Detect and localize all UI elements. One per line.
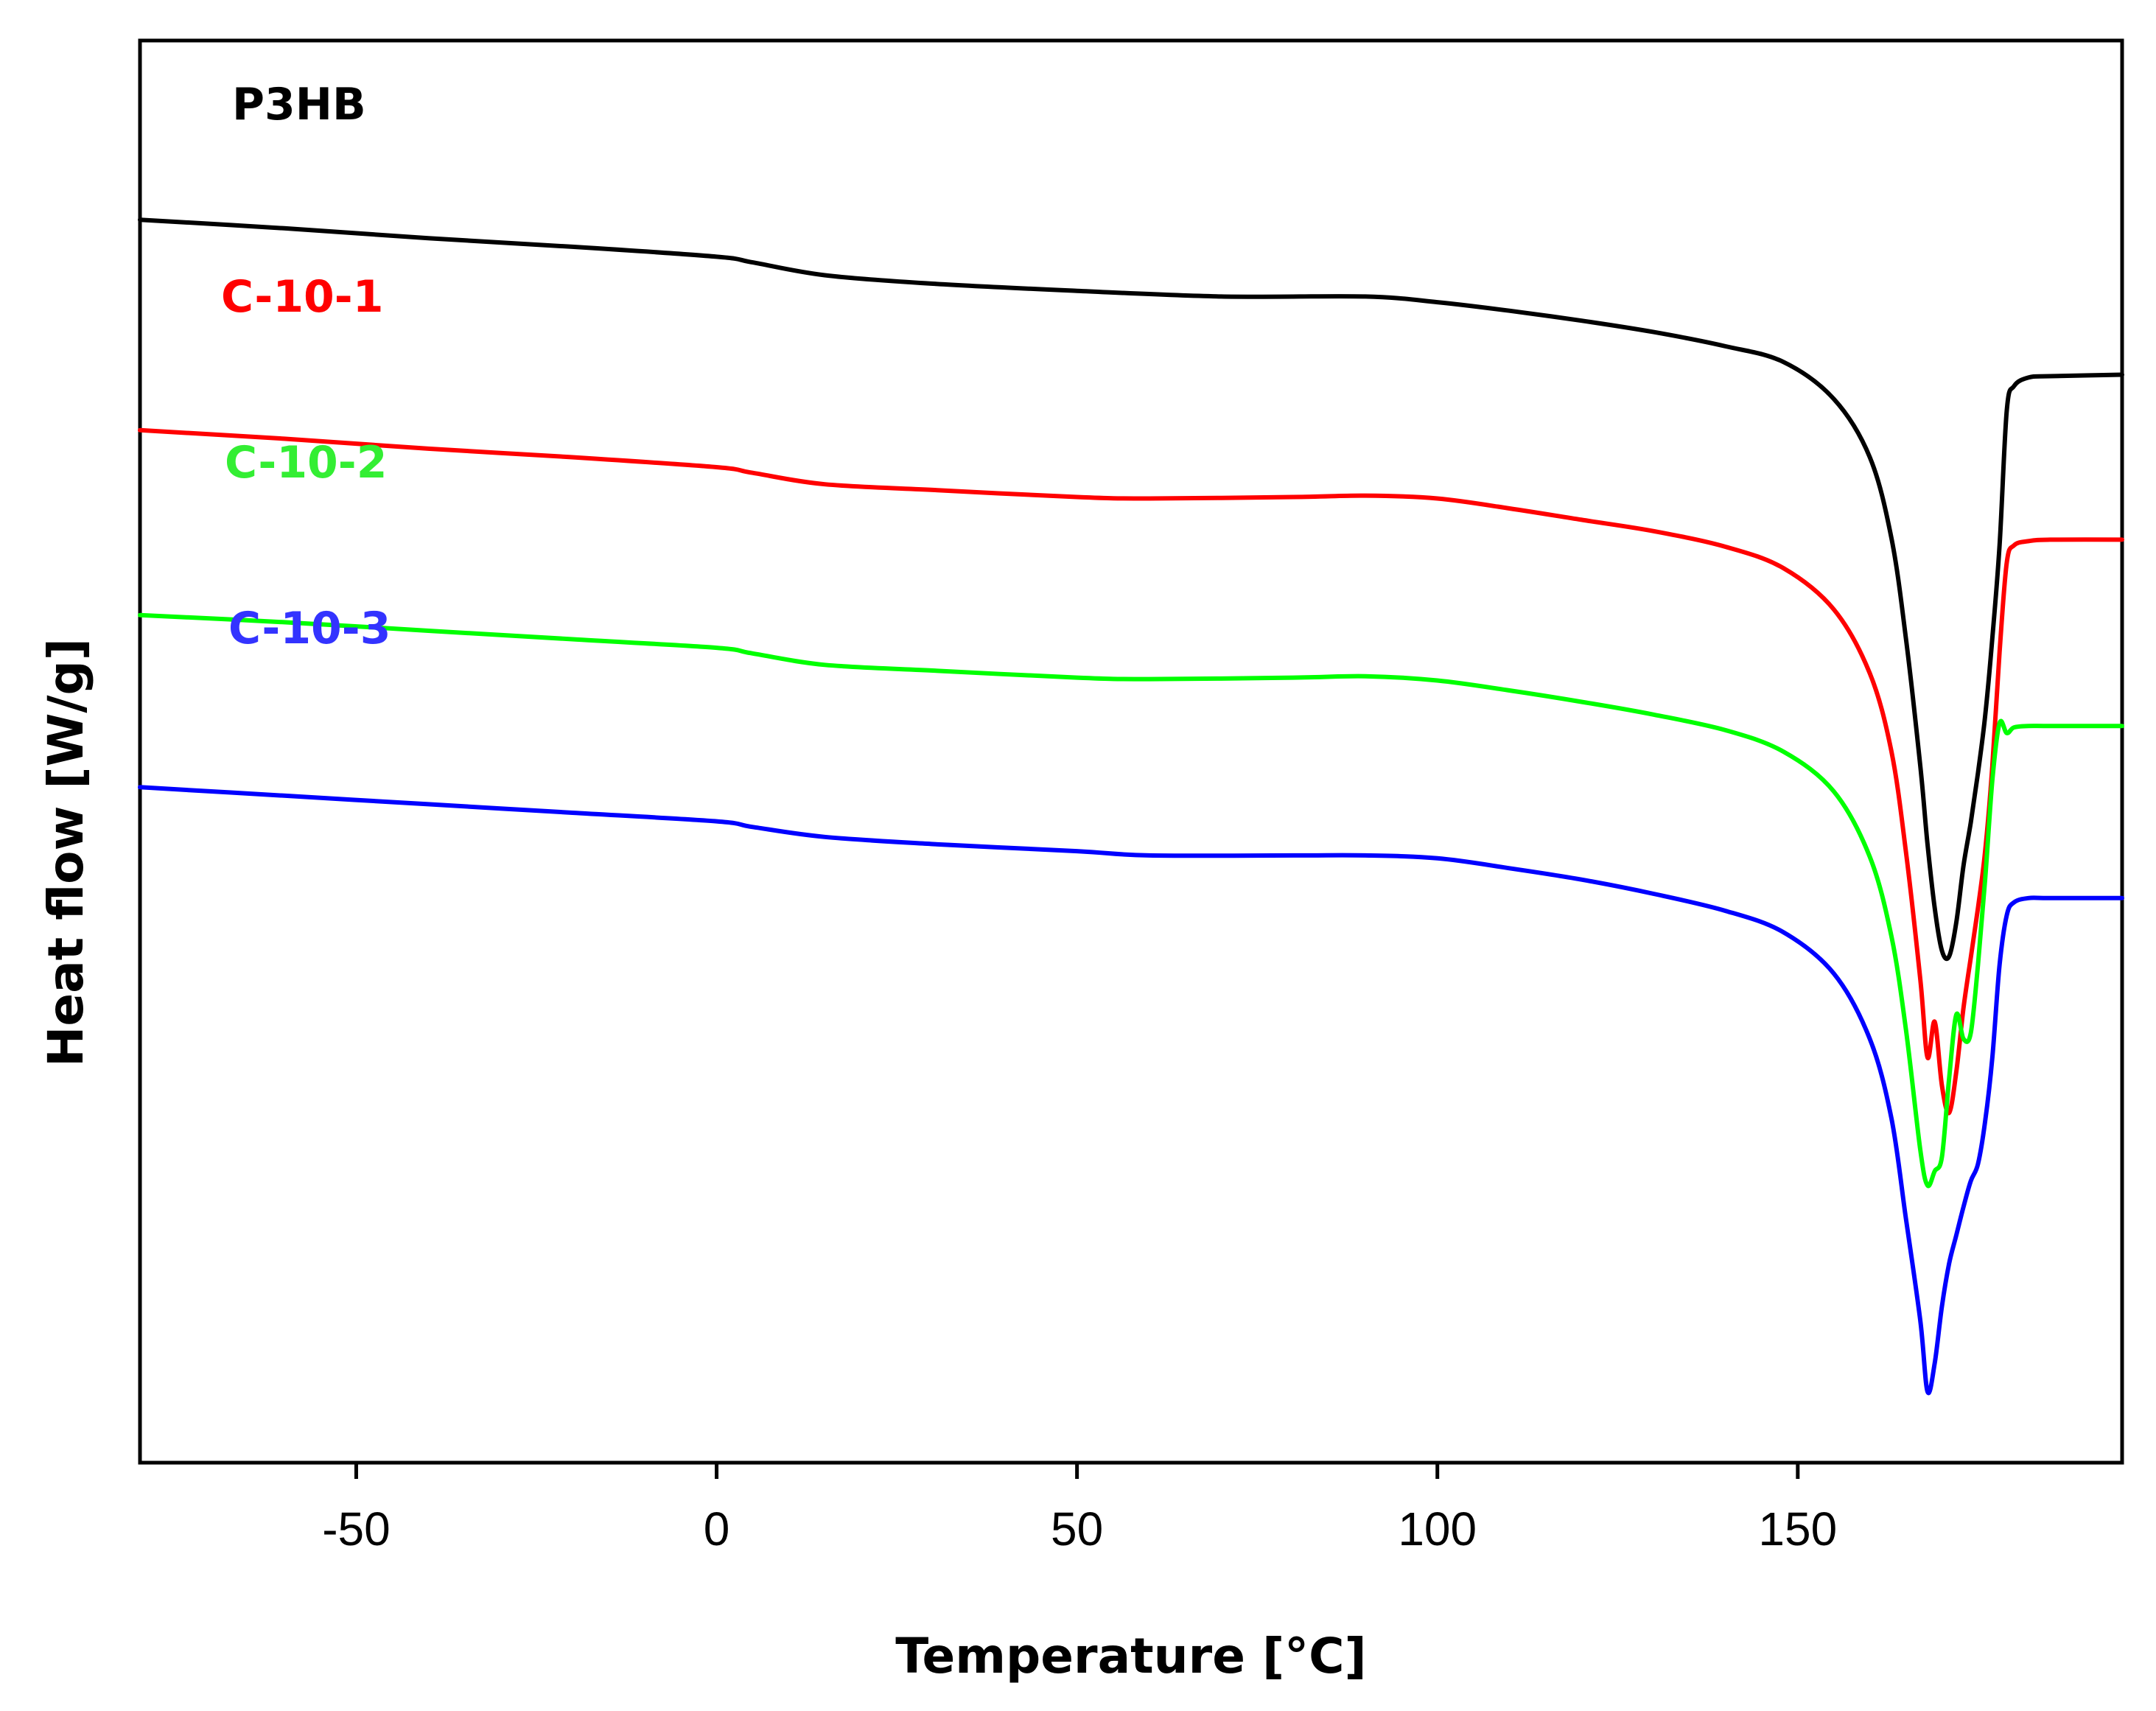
series-label-c-10-3: C-10-3 [228,603,391,654]
x-tick-label: 50 [1051,1502,1103,1556]
series-line-p3hb [138,217,2124,962]
series-curves [138,217,2124,1396]
series-line-c-10-1 [138,427,2124,1116]
series-label-c-10-1: C-10-1 [221,271,383,323]
x-tick-label: -50 [322,1502,391,1556]
plot-frame [138,38,2124,1465]
y-axis-title: Heat flow [W/g] [38,638,94,1067]
series-labels: P3HB C-10-1 C-10-2 C-10-3 [221,79,391,654]
x-tick-label: 100 [1398,1502,1477,1556]
series-label-c-10-2: C-10-2 [225,437,387,489]
series-line-c-10-2 [138,612,2124,1189]
x-tick-label: 0 [704,1502,730,1556]
series-label-p3hb: P3HB [232,79,366,130]
x-axis-ticks: -50 0 50 100 150 [322,1463,1837,1556]
series-line-c-10-3 [138,785,2124,1396]
x-tick-label: 150 [1758,1502,1837,1556]
x-axis-title: Temperature [°C] [895,1628,1366,1684]
